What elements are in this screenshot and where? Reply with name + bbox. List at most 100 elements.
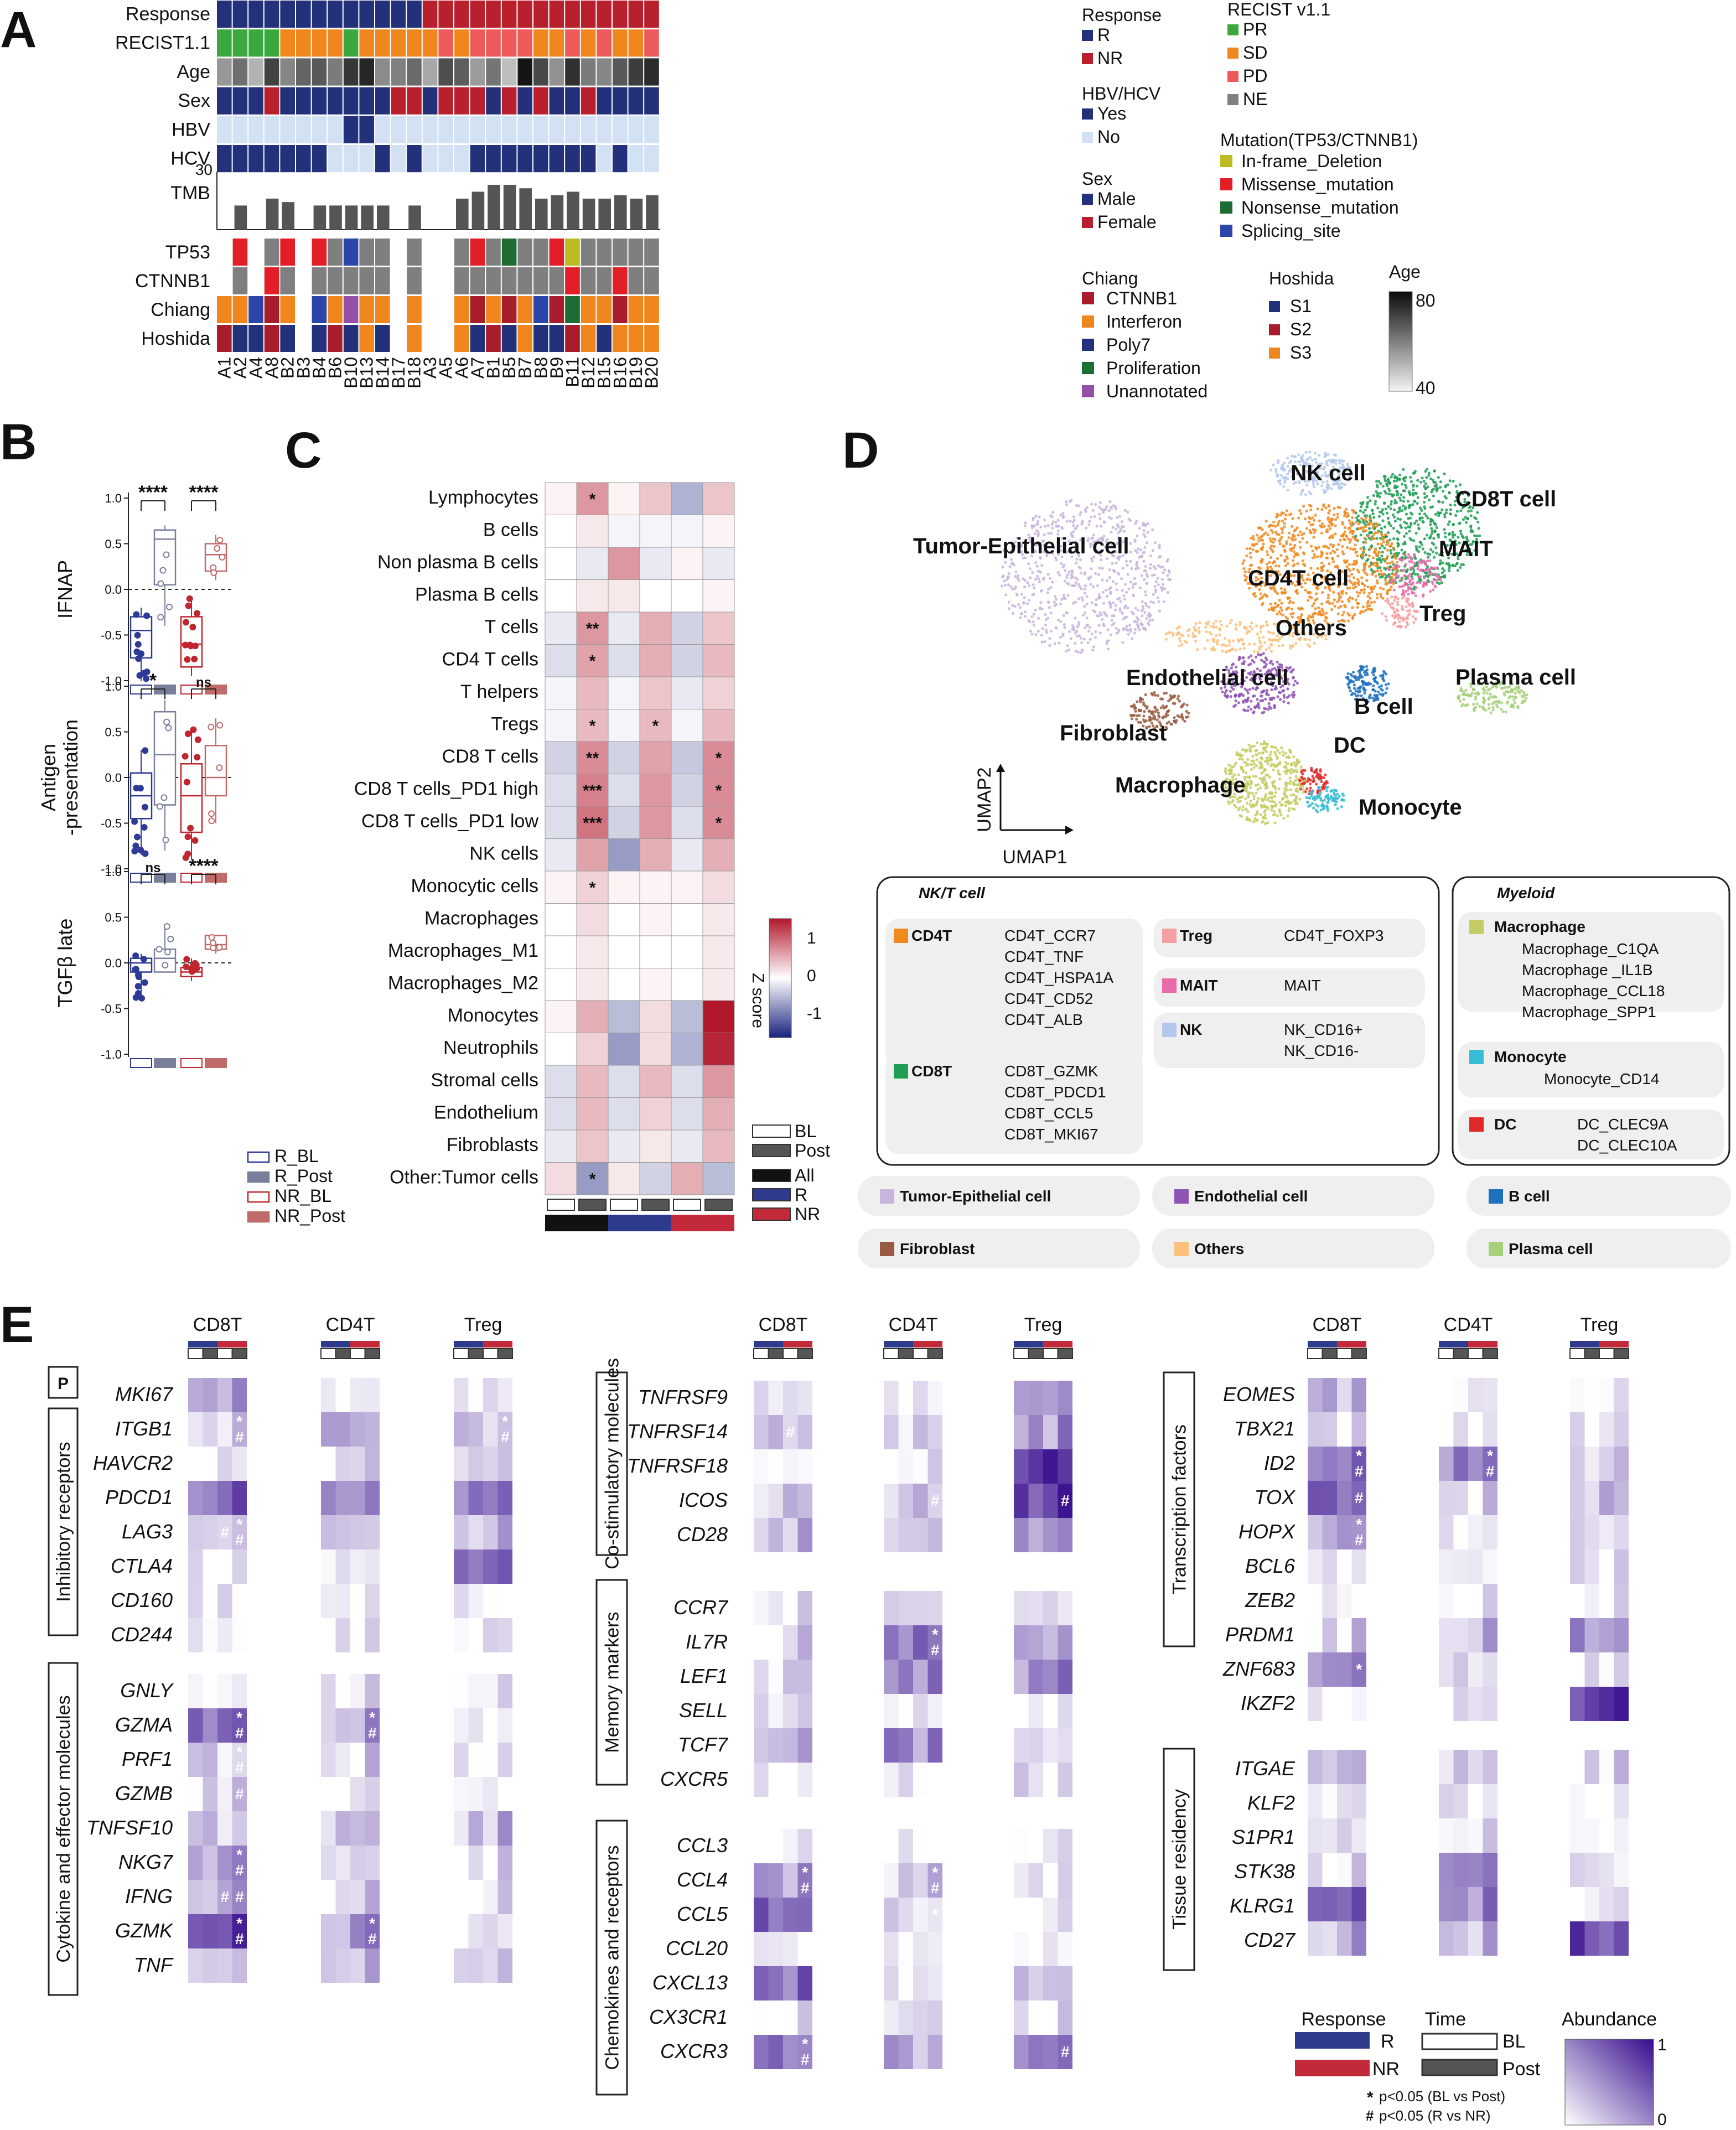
umap-point-tumor (1080, 587, 1083, 590)
umap-point-others (1320, 635, 1324, 638)
umap-point-fibro (1159, 697, 1163, 701)
c-cell-3-4 (671, 579, 703, 613)
umap-point-others (1219, 620, 1222, 623)
c-cell-18-3 (639, 1065, 672, 1098)
umap-point-cd4 (1381, 572, 1385, 576)
umap-point-tumor (1115, 582, 1118, 585)
umap-point-cd8 (1441, 561, 1445, 564)
umap-point-cd8 (1473, 534, 1476, 537)
cell-sex-B1 (486, 87, 501, 115)
umap-point-tumor (1084, 626, 1087, 630)
umap-point-nk (1295, 472, 1299, 475)
umap-point-plasma (1473, 708, 1476, 712)
umap-point-cd4 (1317, 613, 1320, 616)
umap-point-treg (1395, 597, 1398, 600)
c-cell-21-0 (545, 1162, 577, 1195)
umap-point-nk (1288, 470, 1291, 473)
umap-point-mac (1265, 756, 1268, 760)
umap-point-tumor (1107, 600, 1111, 604)
umap-point-cd4 (1370, 601, 1373, 604)
umap-point-nk (1340, 482, 1343, 485)
b-point-1-3-4 (216, 764, 223, 771)
e-time-bar-0-3 (231, 1348, 247, 1359)
umap-point-cd4 (1259, 592, 1262, 595)
umap-point-cd4 (1380, 533, 1383, 537)
legend-hoshida-swatch-2 (1269, 348, 1280, 359)
e-cell-ITGB1-Treg-1 (468, 1412, 483, 1447)
umap-point-cd4 (1336, 577, 1340, 580)
e-cell-HAVCR2-CD4T-0 (321, 1447, 336, 1481)
umap-point-others (1218, 633, 1221, 636)
umap-point-treg (1396, 603, 1400, 607)
umap-point-treg (1408, 612, 1411, 615)
umap-point-dc (1305, 780, 1309, 783)
umap-point-cd4 (1369, 597, 1372, 600)
e-cell-PDCD1-CD8T-3 (232, 1481, 247, 1515)
umap-point-nk (1276, 461, 1279, 464)
umap-point-others (1234, 628, 1237, 631)
c-cell-12-0 (545, 870, 577, 904)
umap-point-cd4 (1271, 531, 1274, 534)
umap-point-plasma (1477, 692, 1480, 696)
umap-point-cd4 (1241, 562, 1245, 565)
c-cell-2-1 (576, 547, 609, 580)
umap-point-tumor (1036, 522, 1039, 526)
umap-point-cd4 (1287, 606, 1291, 609)
umap-point-cd4 (1307, 616, 1310, 620)
cell-recist11-B7 (517, 29, 532, 57)
b-point-2-3-1 (216, 944, 223, 951)
umap-point-cd8 (1469, 514, 1473, 517)
c-cell-3-2 (608, 579, 640, 613)
umap-point-cd4 (1304, 582, 1307, 585)
umap-point-cd8 (1399, 524, 1402, 527)
legend-recist-item-1: SD (1243, 43, 1267, 63)
umap-point-tumor (1095, 525, 1098, 528)
umap-point-tumor (1122, 530, 1126, 533)
umap-point-tumor (1074, 642, 1077, 645)
c-cell-9-4 (671, 774, 703, 807)
umap-point-mac (1246, 801, 1249, 805)
umap-point-cd4 (1260, 547, 1263, 551)
umap-point-tumor (1094, 630, 1097, 634)
umap-point-mait (1404, 590, 1407, 593)
umap-point-cd4 (1276, 557, 1279, 560)
umap-point-cd4 (1314, 514, 1317, 517)
cell-response-B20 (644, 1, 659, 28)
umap-point-tumor (1162, 583, 1165, 586)
umap-point-tumor (1080, 520, 1084, 524)
umap-point-cd4 (1249, 556, 1252, 559)
umap-point-cd4 (1269, 587, 1273, 590)
umap-point-nk (1326, 463, 1329, 467)
umap-point-tumor (1031, 593, 1034, 597)
umap-point-tumor (1111, 526, 1115, 529)
sample-label-B10: B10 (341, 357, 361, 388)
b-group-mark-2-1 (154, 1058, 176, 1068)
umap-point-cd4 (1294, 538, 1297, 541)
umap-point-fibro (1163, 692, 1166, 695)
umap-point-mono (1313, 798, 1317, 802)
umap-point-cd4 (1393, 555, 1397, 558)
umap-point-cd4 (1386, 591, 1389, 594)
umap-point-tumor (1019, 606, 1022, 609)
umap-point-mait (1417, 560, 1421, 563)
umap-point-cd4 (1349, 569, 1352, 572)
umap-point-mac (1268, 800, 1272, 803)
umap-point-cd8 (1401, 483, 1404, 486)
umap-point-others (1179, 633, 1183, 637)
umap-point-mac (1255, 775, 1258, 778)
umap-point-others (1178, 637, 1181, 640)
c-colorbar (769, 918, 792, 1038)
umap-point-cd4 (1279, 553, 1283, 557)
umap-point-tumor (1097, 597, 1101, 600)
umap-point-tumor (1059, 562, 1063, 566)
umap-point-fibro (1157, 711, 1160, 714)
myeloid-item-mac-3: Macrophage_SPP1 (1522, 1003, 1656, 1020)
umap-point-cd8 (1387, 488, 1391, 491)
umap-point-mac (1286, 788, 1289, 791)
umap-point-tumor (1100, 558, 1103, 562)
umap-point-tumor (1082, 638, 1086, 641)
umap-point-bcell (1377, 690, 1380, 694)
umap-point-cd4 (1283, 559, 1287, 563)
